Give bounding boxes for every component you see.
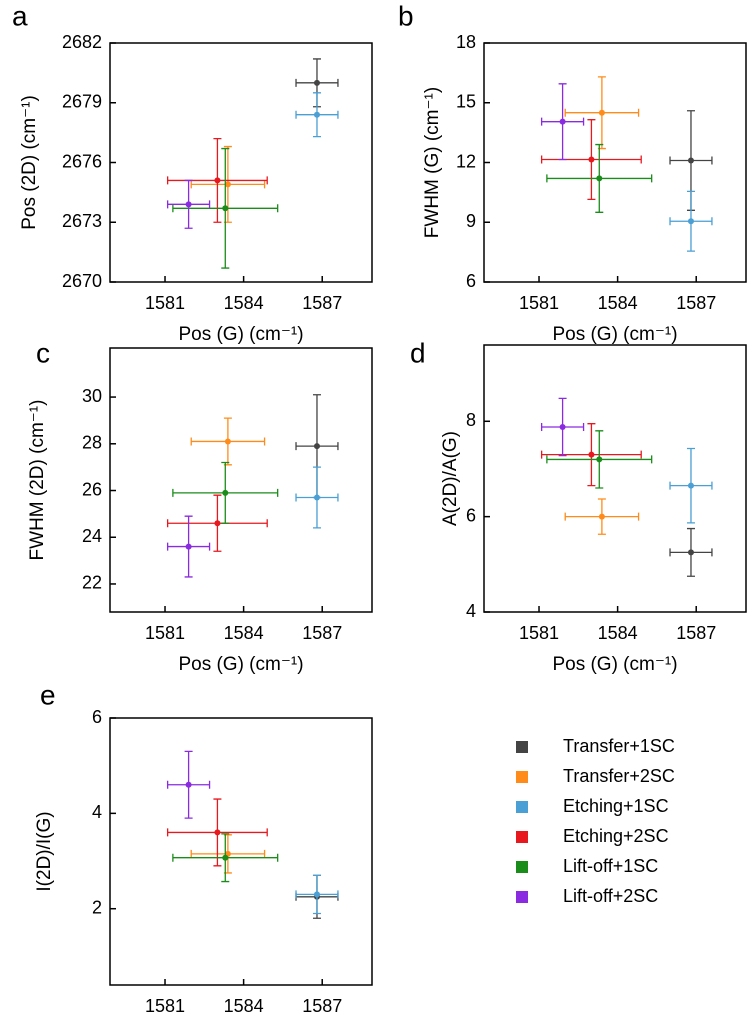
legend-label: Lift-off+2SC xyxy=(563,886,658,906)
y-tick-label: 22 xyxy=(82,573,102,593)
y-tick-label: 2679 xyxy=(62,92,102,112)
y-tick-label: 4 xyxy=(92,802,102,822)
x-tick-label: 1587 xyxy=(302,623,342,643)
point xyxy=(313,79,320,86)
point xyxy=(313,494,320,501)
point xyxy=(687,549,694,556)
x-axis-label: Pos (G) (cm⁻¹) xyxy=(178,654,303,675)
panel-label: a xyxy=(12,0,28,31)
y-axis-label: FWHM (2D) (cm⁻¹) xyxy=(27,400,48,561)
x-tick-label: 1584 xyxy=(224,623,264,643)
point xyxy=(185,781,192,788)
x-tick-label: 1581 xyxy=(145,996,185,1016)
y-tick-label: 26 xyxy=(82,479,102,499)
legend-swatch xyxy=(516,771,528,783)
point xyxy=(313,891,320,898)
panel-label: d xyxy=(410,337,426,368)
point xyxy=(687,218,694,225)
point xyxy=(598,109,605,116)
plot-frame xyxy=(109,347,373,613)
x-tick-label: 1587 xyxy=(676,623,716,643)
y-tick-label: 2 xyxy=(92,897,102,917)
point xyxy=(596,456,603,463)
plot-frame xyxy=(483,42,747,283)
legend-label: Transfer+2SC xyxy=(563,766,675,786)
plot-frame xyxy=(483,344,747,613)
y-tick-label: 2682 xyxy=(62,32,102,52)
point xyxy=(214,520,221,527)
legend-swatch xyxy=(516,861,528,873)
point xyxy=(214,177,221,184)
point xyxy=(559,118,566,125)
y-tick-label: 30 xyxy=(82,386,102,406)
legend-swatch xyxy=(516,741,528,753)
legend-label: Etching+1SC xyxy=(563,796,669,816)
point xyxy=(687,157,694,164)
y-tick-label: 18 xyxy=(456,32,476,52)
point xyxy=(222,489,229,496)
point xyxy=(224,438,231,445)
y-axis-label: FWHM (G) (cm⁻¹) xyxy=(422,87,443,238)
x-tick-label: 1584 xyxy=(598,293,638,313)
y-tick-label: 8 xyxy=(466,410,476,430)
x-tick-label: 1581 xyxy=(519,623,559,643)
point xyxy=(559,424,566,431)
y-axis-label: A(2D)/A(G) xyxy=(440,431,461,526)
x-tick-label: 1584 xyxy=(598,623,638,643)
y-axis-label: Pos (2D) (cm⁻¹) xyxy=(19,95,40,230)
x-tick-label: 1587 xyxy=(676,293,716,313)
y-tick-label: 6 xyxy=(92,707,102,727)
legend-label: Lift-off+1SC xyxy=(563,856,658,876)
point xyxy=(588,156,595,163)
legend-swatch xyxy=(516,801,528,813)
x-tick-label: 1581 xyxy=(519,293,559,313)
x-tick-label: 1584 xyxy=(224,293,264,313)
legend-swatch xyxy=(516,891,528,903)
x-axis-label: Pos (G) (cm⁻¹) xyxy=(178,324,303,345)
y-axis-label: I(2D)/I(G) xyxy=(34,811,55,891)
point xyxy=(596,175,603,182)
plot-frame xyxy=(109,717,373,986)
y-tick-label: 6 xyxy=(466,505,476,525)
y-tick-label: 2676 xyxy=(62,151,102,171)
y-tick-label: 2673 xyxy=(62,211,102,231)
point xyxy=(687,482,694,489)
panel-label: c xyxy=(36,337,50,368)
x-axis-label: Pos (G) (cm⁻¹) xyxy=(552,324,677,345)
point xyxy=(598,513,605,520)
legend-swatch xyxy=(516,831,528,843)
panel-label: b xyxy=(398,0,414,31)
y-tick-label: 6 xyxy=(466,271,476,291)
x-tick-label: 1587 xyxy=(302,996,342,1016)
y-tick-label: 15 xyxy=(456,92,476,112)
point xyxy=(588,451,595,458)
point xyxy=(313,111,320,118)
x-tick-label: 1584 xyxy=(224,996,264,1016)
point xyxy=(313,443,320,450)
y-tick-label: 24 xyxy=(82,526,102,546)
point xyxy=(224,181,231,188)
point xyxy=(185,201,192,208)
x-tick-label: 1581 xyxy=(145,293,185,313)
legend-label: Etching+2SC xyxy=(563,826,669,846)
legend-label: Transfer+1SC xyxy=(563,736,675,756)
point xyxy=(185,543,192,550)
y-tick-label: 28 xyxy=(82,433,102,453)
x-tick-label: 1587 xyxy=(302,293,342,313)
point xyxy=(222,854,229,861)
y-tick-label: 12 xyxy=(456,151,476,171)
y-tick-label: 2670 xyxy=(62,271,102,291)
panel-label: e xyxy=(40,679,56,710)
point xyxy=(214,829,221,836)
x-tick-label: 1581 xyxy=(145,623,185,643)
plot-frame xyxy=(109,42,373,283)
y-tick-label: 4 xyxy=(466,601,476,621)
y-tick-label: 9 xyxy=(466,211,476,231)
point xyxy=(222,205,229,212)
x-axis-label: Pos (G) (cm⁻¹) xyxy=(552,654,677,675)
